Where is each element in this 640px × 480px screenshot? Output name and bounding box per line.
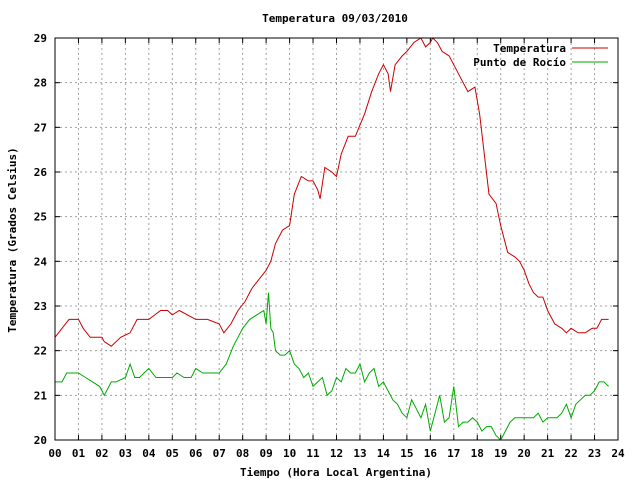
x-tick-label: 19 (494, 447, 507, 460)
x-tick-label: 00 (48, 447, 61, 460)
x-axis-label: Tiempo (Hora Local Argentina) (240, 466, 432, 479)
y-axis-label: Temperatura (Grados Celsius) (6, 147, 19, 332)
series-line-temperatura (55, 38, 609, 347)
y-tick-label: 25 (34, 211, 47, 224)
y-tick-label: 21 (34, 389, 48, 402)
x-tick-label: 03 (119, 447, 132, 460)
y-tick-label: 26 (34, 166, 48, 179)
y-tick-label: 22 (34, 345, 47, 358)
series-line-punto-de-rocio (55, 292, 609, 440)
legend-label: Punto de Rocío (473, 56, 566, 69)
chart-title: Temperatura 09/03/2010 (262, 12, 408, 25)
y-tick-label: 27 (34, 121, 47, 134)
x-tick-label: 06 (189, 447, 203, 460)
x-tick-label: 22 (564, 447, 577, 460)
y-tick-label: 23 (34, 300, 47, 313)
x-tick-label: 16 (424, 447, 438, 460)
x-axis: 00 01 02 03 04 05 06 07 08 09 10 11 12 13 14 15 16 17 18 19… (48, 38, 625, 460)
x-tick-label: 11 (306, 447, 320, 460)
x-tick-label: 05 (166, 447, 179, 460)
series-lines (55, 38, 609, 440)
x-tick-label: 08 (236, 447, 249, 460)
x-tick-label: 10 (283, 447, 296, 460)
x-tick-label: 01 (72, 447, 86, 460)
legend-label: Temperatura (493, 42, 566, 55)
x-tick-label: 14 (377, 447, 391, 460)
y-tick-label: 28 (34, 77, 47, 90)
x-tick-label: 23 (588, 447, 601, 460)
y-tick-label: 29 (34, 32, 47, 45)
x-tick-label: 24 (611, 447, 625, 460)
grid (55, 38, 618, 440)
x-tick-label: 18 (471, 447, 484, 460)
x-tick-label: 13 (353, 447, 366, 460)
x-tick-label: 02 (95, 447, 108, 460)
x-tick-label: 20 (518, 447, 531, 460)
y-tick-label: 24 (34, 255, 48, 268)
x-tick-label: 21 (541, 447, 555, 460)
plot-frame (54, 37, 619, 441)
x-tick-label: 09 (260, 447, 273, 460)
y-tick-label: 20 (34, 434, 47, 447)
x-tick-label: 17 (447, 447, 460, 460)
x-tick-label: 12 (330, 447, 343, 460)
x-tick-label: 15 (400, 447, 413, 460)
x-tick-label: 04 (142, 447, 156, 460)
x-tick-label: 07 (213, 447, 226, 460)
